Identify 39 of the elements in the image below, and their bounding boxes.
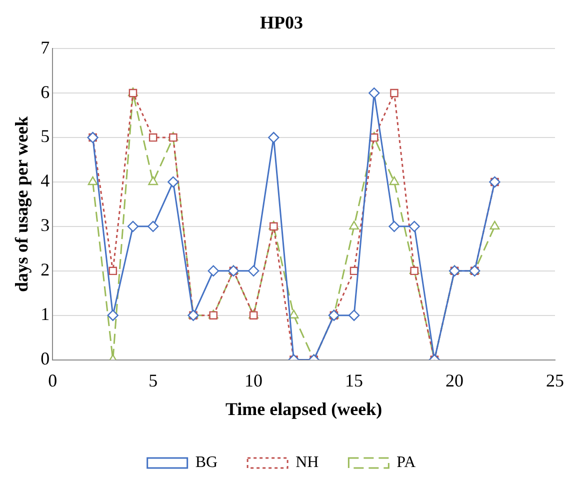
x-tick-label: 5 bbox=[148, 370, 158, 390]
chart-title: HP03 bbox=[260, 12, 303, 32]
point bbox=[268, 132, 280, 144]
y-tick-label: 0 bbox=[40, 348, 50, 369]
point bbox=[108, 266, 118, 276]
point bbox=[148, 176, 158, 186]
y-tick-label: 7 bbox=[40, 37, 50, 58]
y-axis-title: days of usage per week bbox=[11, 116, 32, 292]
point bbox=[148, 133, 158, 142]
x-tick-label: 10 bbox=[244, 370, 263, 390]
y-tick-label: 6 bbox=[40, 82, 50, 102]
y-tick-label: 5 bbox=[40, 126, 50, 146]
legend-label: BG bbox=[195, 454, 218, 472]
point bbox=[388, 220, 400, 232]
point bbox=[147, 220, 159, 232]
x-axis-title: Time elapsed (week) bbox=[225, 398, 382, 419]
y-tick-label: 2 bbox=[40, 260, 50, 280]
point bbox=[288, 310, 299, 318]
point bbox=[168, 176, 179, 188]
y-tick-label: 4 bbox=[40, 170, 50, 191]
point bbox=[408, 220, 420, 232]
legend-label: PA bbox=[396, 454, 416, 472]
y-tick-label: 3 bbox=[40, 215, 50, 236]
point bbox=[348, 310, 360, 321]
point bbox=[368, 87, 380, 99]
point bbox=[490, 220, 500, 230]
point bbox=[389, 176, 400, 186]
point bbox=[208, 265, 219, 276]
y-tick-label: 1 bbox=[40, 304, 50, 324]
x-tick-label: 25 bbox=[546, 370, 564, 390]
point bbox=[107, 310, 118, 321]
point bbox=[88, 176, 98, 186]
point bbox=[390, 88, 398, 98]
x-tick-label: 15 bbox=[345, 370, 364, 390]
point bbox=[127, 220, 139, 232]
point bbox=[349, 220, 359, 230]
point bbox=[248, 265, 260, 276]
x-tick-label: 20 bbox=[446, 370, 464, 390]
legend-label: NH bbox=[296, 454, 320, 472]
